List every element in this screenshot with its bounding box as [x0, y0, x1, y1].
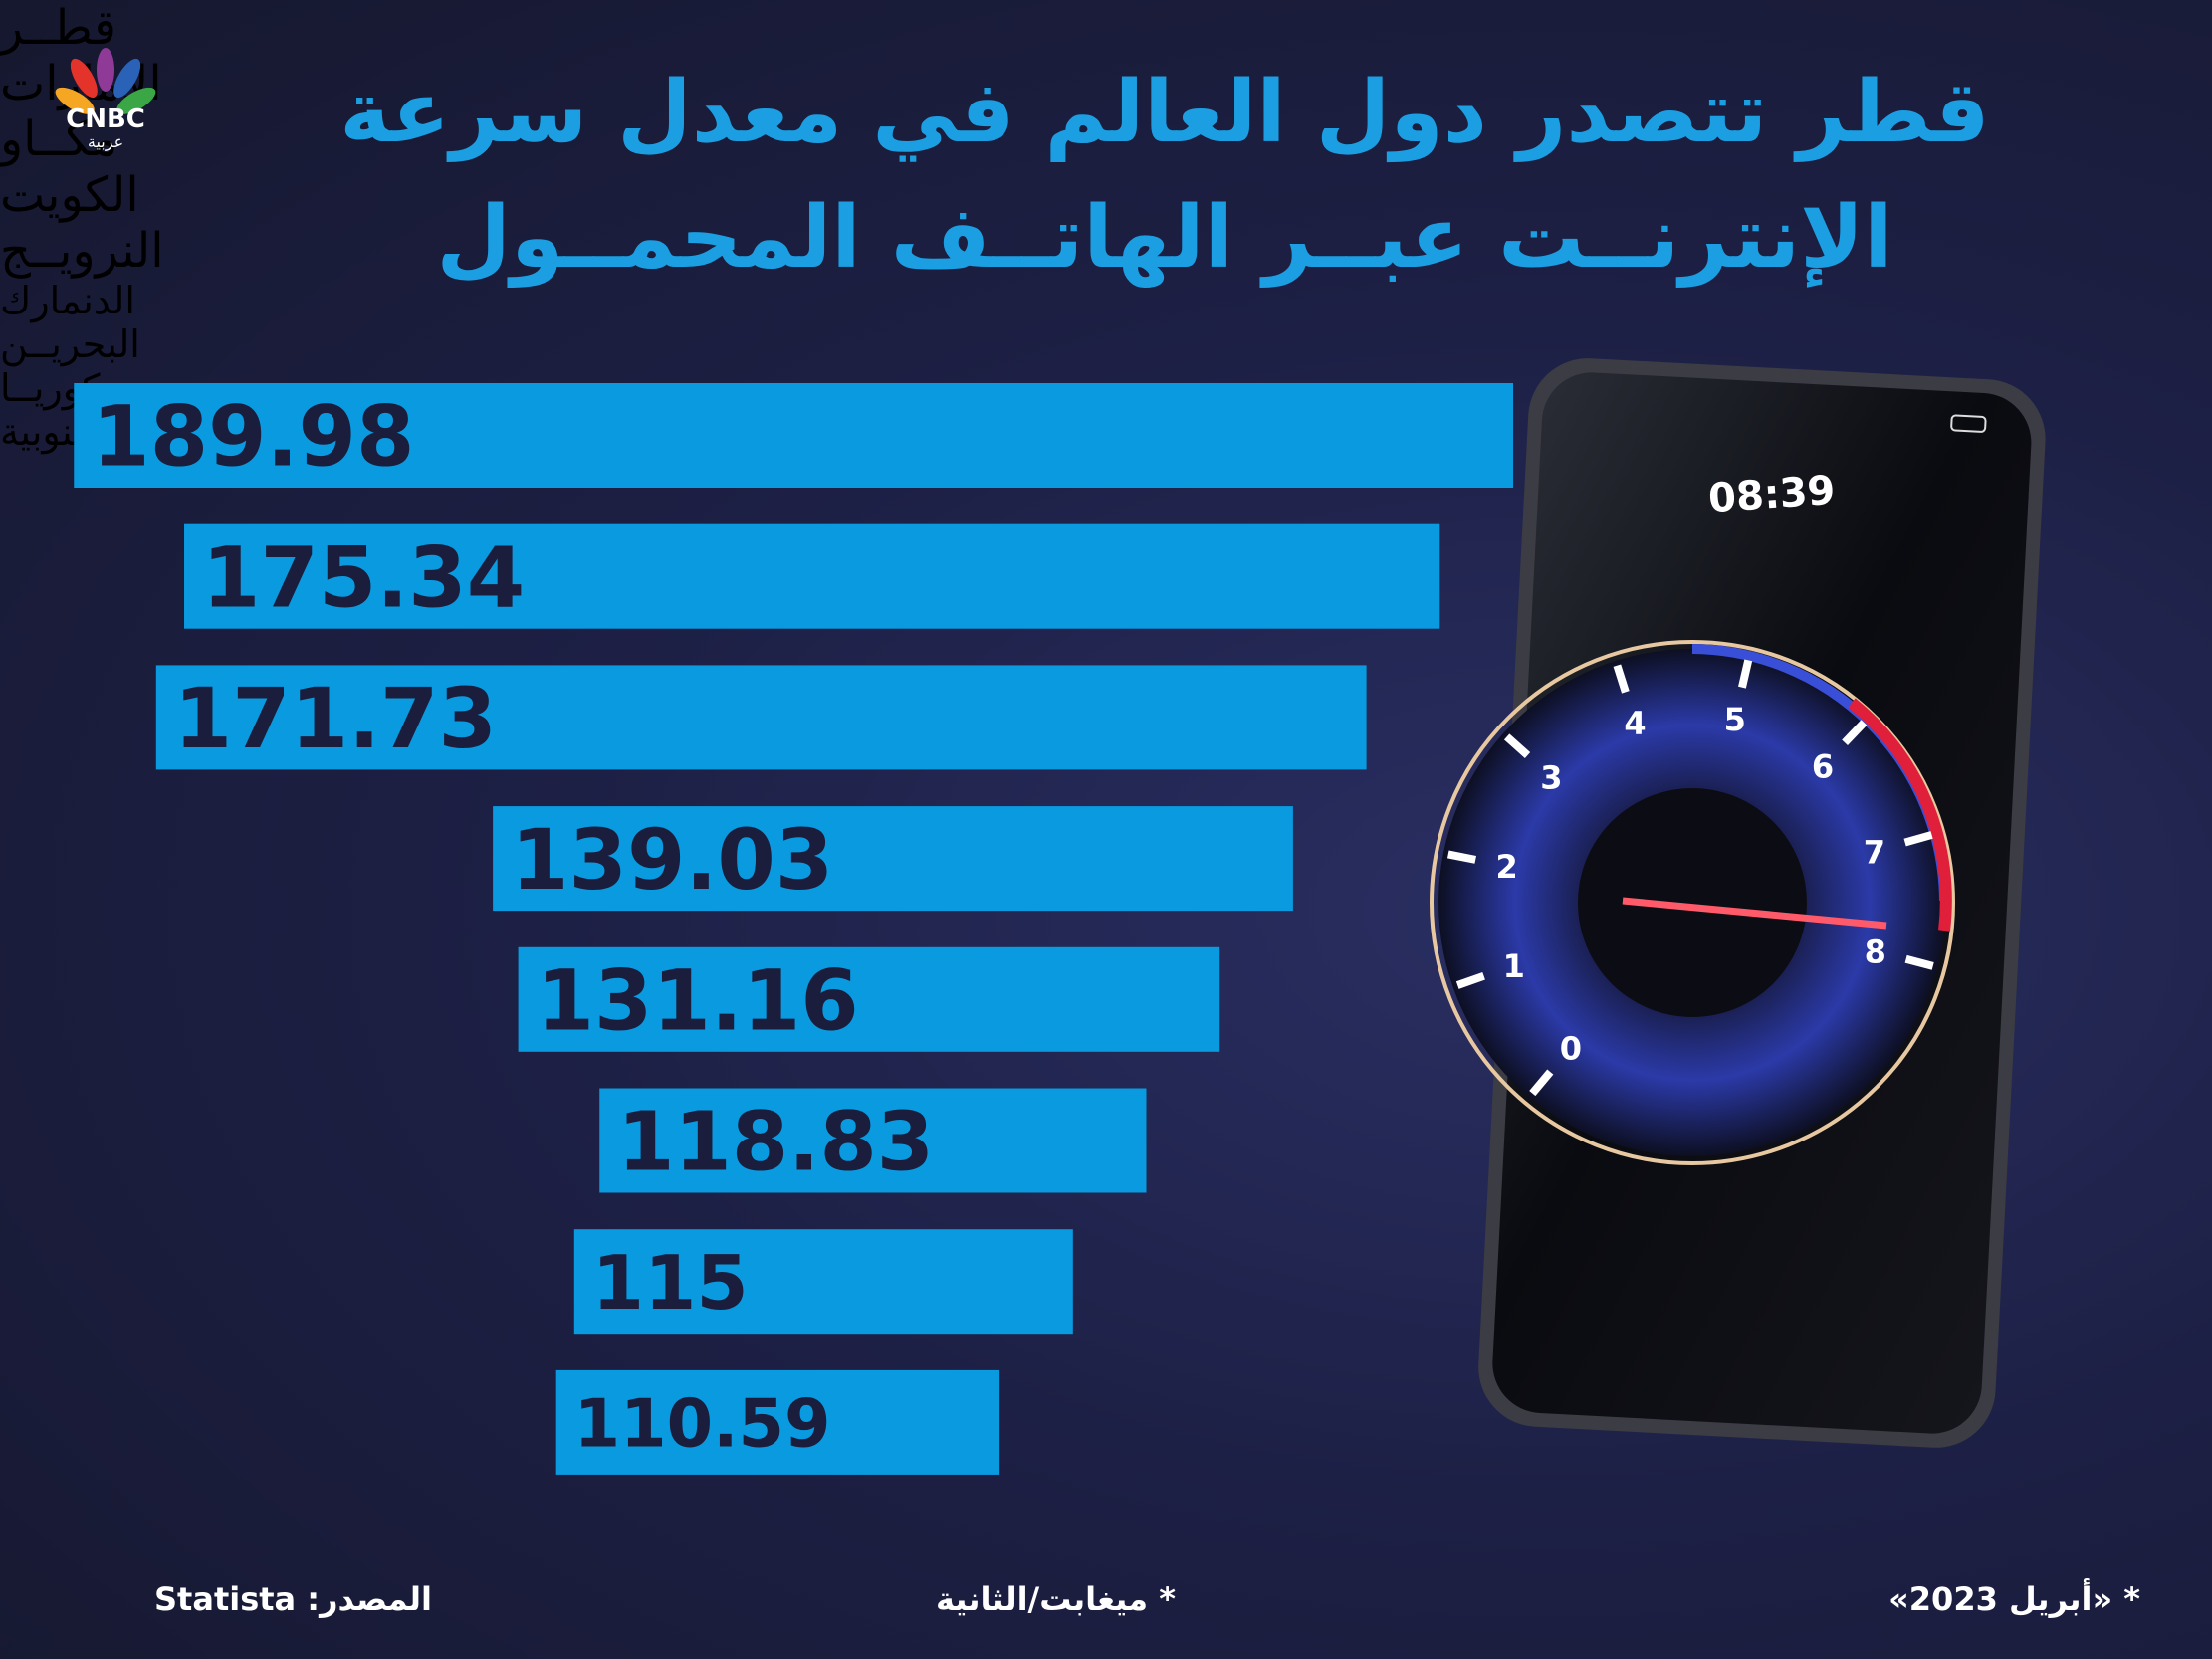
- gauge-tick: [1613, 664, 1630, 694]
- phone-time: 08:39: [1707, 468, 1837, 522]
- gauge-tick: [1529, 1069, 1554, 1097]
- gauge-needle: [1622, 897, 1887, 930]
- gauge-tick: [1842, 720, 1868, 745]
- bar: [573, 1229, 1073, 1335]
- value-label: 139.03: [511, 811, 833, 909]
- gauge-tick: [1738, 659, 1753, 689]
- speed-gauge: 0 1 2 3 4 5 6 7 8: [1430, 640, 1955, 1165]
- gauge-number: 4: [1624, 705, 1646, 742]
- source-note: المصدر: Statista: [154, 1580, 432, 1618]
- logo: [55, 48, 156, 114]
- gauge-ring: [1430, 640, 1955, 1165]
- value-label: 131.16: [537, 952, 859, 1050]
- gauge-number: 0: [1560, 1030, 1582, 1068]
- gauge-tick: [1503, 733, 1531, 759]
- bar: [184, 523, 1440, 629]
- category-label: الدنمارك: [0, 279, 135, 322]
- logo-subtitle: عربية: [88, 132, 123, 152]
- gauge-red-arc: [1848, 698, 1952, 932]
- gauge-hub: [1578, 788, 1807, 1017]
- gauge-number: 3: [1540, 758, 1562, 796]
- value-label: 175.34: [202, 528, 525, 626]
- gauge-tick: [1446, 850, 1477, 864]
- gauge-tick: [1903, 831, 1933, 847]
- bar: [599, 1088, 1147, 1193]
- category-label: قطــر: [0, 0, 116, 56]
- gauge-tick: [1904, 954, 1934, 970]
- bar: [155, 665, 1367, 770]
- bar: [518, 946, 1220, 1052]
- title-line: الإنترنــت عبــر الهاتــف المحمــول: [436, 188, 1893, 288]
- title-line: قطر تتصدر دول العالم في معدل سرعة: [339, 63, 1990, 162]
- gauge-tick: [1455, 971, 1485, 989]
- category-label: النرويــج: [0, 223, 164, 279]
- gauge-number: 8: [1865, 933, 1886, 971]
- value-label: 118.83: [617, 1096, 934, 1190]
- date-note: * «أبريل 2023»: [1888, 1580, 2140, 1618]
- gauge-number: 1: [1503, 947, 1525, 985]
- value-label: 115: [592, 1239, 749, 1327]
- bar: [493, 806, 1293, 912]
- logo-name: CNBC: [66, 104, 145, 134]
- value-label: 110.59: [574, 1384, 831, 1462]
- value-label: 171.73: [174, 670, 497, 767]
- value-label: 189.98: [92, 388, 414, 486]
- gauge-number: 7: [1864, 833, 1885, 871]
- gauge-number: 6: [1812, 747, 1834, 785]
- battery-icon: [1950, 414, 1987, 433]
- bar: [74, 383, 1514, 488]
- category-label: مكــاو: [0, 111, 118, 167]
- unit-note: * ميغابت/الثانية: [936, 1580, 1176, 1618]
- gauge-number: 2: [1495, 848, 1517, 886]
- category-label: الكويت: [0, 167, 139, 223]
- category-label: البحريــن: [0, 322, 140, 366]
- gauge-number: 5: [1724, 701, 1746, 738]
- bar: [555, 1369, 1000, 1475]
